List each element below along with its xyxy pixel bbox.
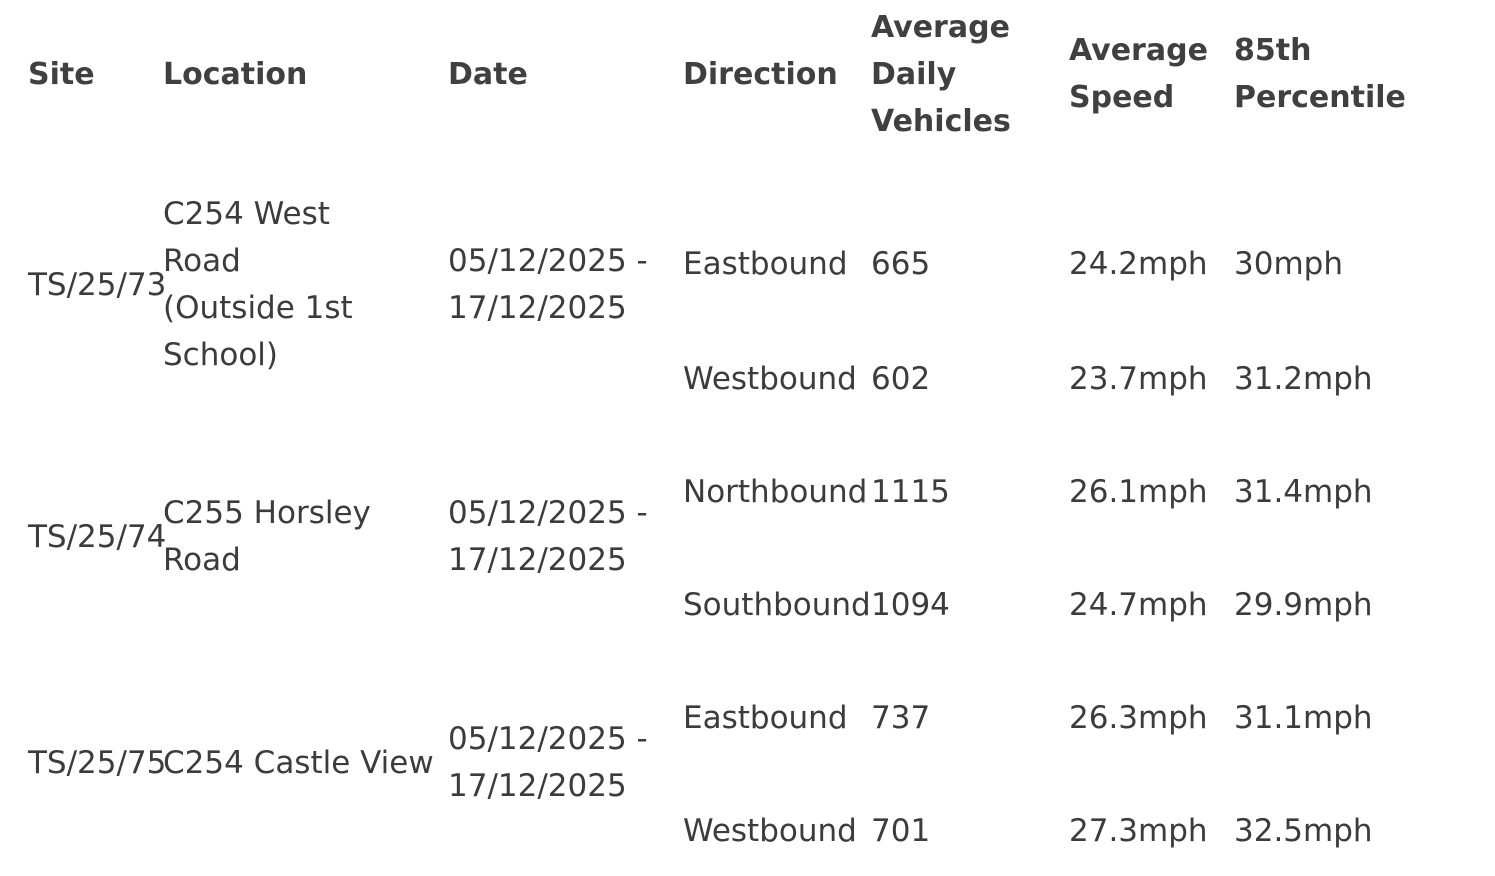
header-row: Site Location Date Direction Average Dai…	[28, 2, 1488, 146]
site-cell: TS/25/74	[28, 518, 167, 555]
site-cell: TS/25/75	[28, 744, 167, 781]
header-85th-percentile: 85th Percentile	[1234, 33, 1406, 115]
date-cell: 05/12/2025 - 17/12/2025	[448, 721, 648, 804]
header-direction: Direction	[683, 56, 838, 92]
speed-cell: 23.7mph	[1069, 361, 1208, 397]
vehicles-cell: 1094	[871, 587, 950, 623]
table-row: Westbound 602 23.7mph 31.2mph	[28, 311, 1488, 424]
percentile-cell: 31.2mph	[1234, 361, 1373, 397]
vehicles-cell: 602	[871, 361, 931, 397]
header-site: Site	[28, 56, 95, 92]
direction-cell: Westbound	[683, 813, 857, 849]
location-cell: C254 West Road (Outside 1st School)	[163, 196, 353, 373]
table-row: TS/25/75 C254 Castle View 05/12/2025 - 1…	[28, 650, 1488, 804]
table-row: TS/25/73 C254 West Road (Outside 1st Sch…	[28, 146, 1488, 373]
direction-cell: Northbound	[683, 474, 868, 510]
table-row: TS/25/74 C255 Horsley Road 05/12/2025 - …	[28, 424, 1488, 578]
vehicles-cell: 665	[871, 246, 931, 282]
vehicles-cell: 1115	[871, 474, 950, 510]
percentile-cell: 31.4mph	[1234, 474, 1373, 510]
speed-cell: 26.1mph	[1069, 474, 1208, 510]
table-header: Site Location Date Direction Average Dai…	[28, 2, 1488, 146]
percentile-cell: 29.9mph	[1234, 587, 1373, 623]
date-cell: 05/12/2025 - 17/12/2025	[448, 243, 648, 326]
vehicles-cell: 701	[871, 813, 931, 849]
speed-cell: 27.3mph	[1069, 813, 1208, 849]
header-average-speed: Average Speed	[1069, 33, 1208, 115]
location-cell: C254 Castle View	[163, 744, 434, 781]
page: Site Location Date Direction Average Dai…	[28, 10, 1406, 850]
date-cell: 05/12/2025 - 17/12/2025	[448, 495, 648, 578]
percentile-cell: 30mph	[1234, 246, 1343, 282]
percentile-cell: 32.5mph	[1234, 813, 1373, 849]
percentile-cell: 31.1mph	[1234, 700, 1373, 736]
vehicles-cell: 737	[871, 700, 931, 736]
table-row: Southbound 1094 24.7mph 29.9mph	[28, 537, 1488, 650]
direction-cell: Southbound	[683, 587, 871, 623]
header-average-daily-vehicles: Average Daily Vehicles	[871, 9, 1011, 139]
speed-cell: 24.2mph	[1069, 246, 1208, 282]
direction-cell: Eastbound	[683, 246, 848, 282]
location-cell: C255 Horsley Road	[163, 495, 371, 578]
site-cell: TS/25/73	[28, 266, 167, 303]
header-location: Location	[163, 56, 308, 92]
header-date: Date	[448, 56, 528, 92]
speed-cell: 26.3mph	[1069, 700, 1208, 736]
direction-cell: Eastbound	[683, 700, 848, 736]
table-body: TS/25/73 C254 West Road (Outside 1st Sch…	[28, 146, 1488, 876]
speed-cell: 24.7mph	[1069, 587, 1208, 623]
traffic-survey-table: Site Location Date Direction Average Dai…	[28, 2, 1488, 876]
direction-cell: Westbound	[683, 361, 857, 397]
